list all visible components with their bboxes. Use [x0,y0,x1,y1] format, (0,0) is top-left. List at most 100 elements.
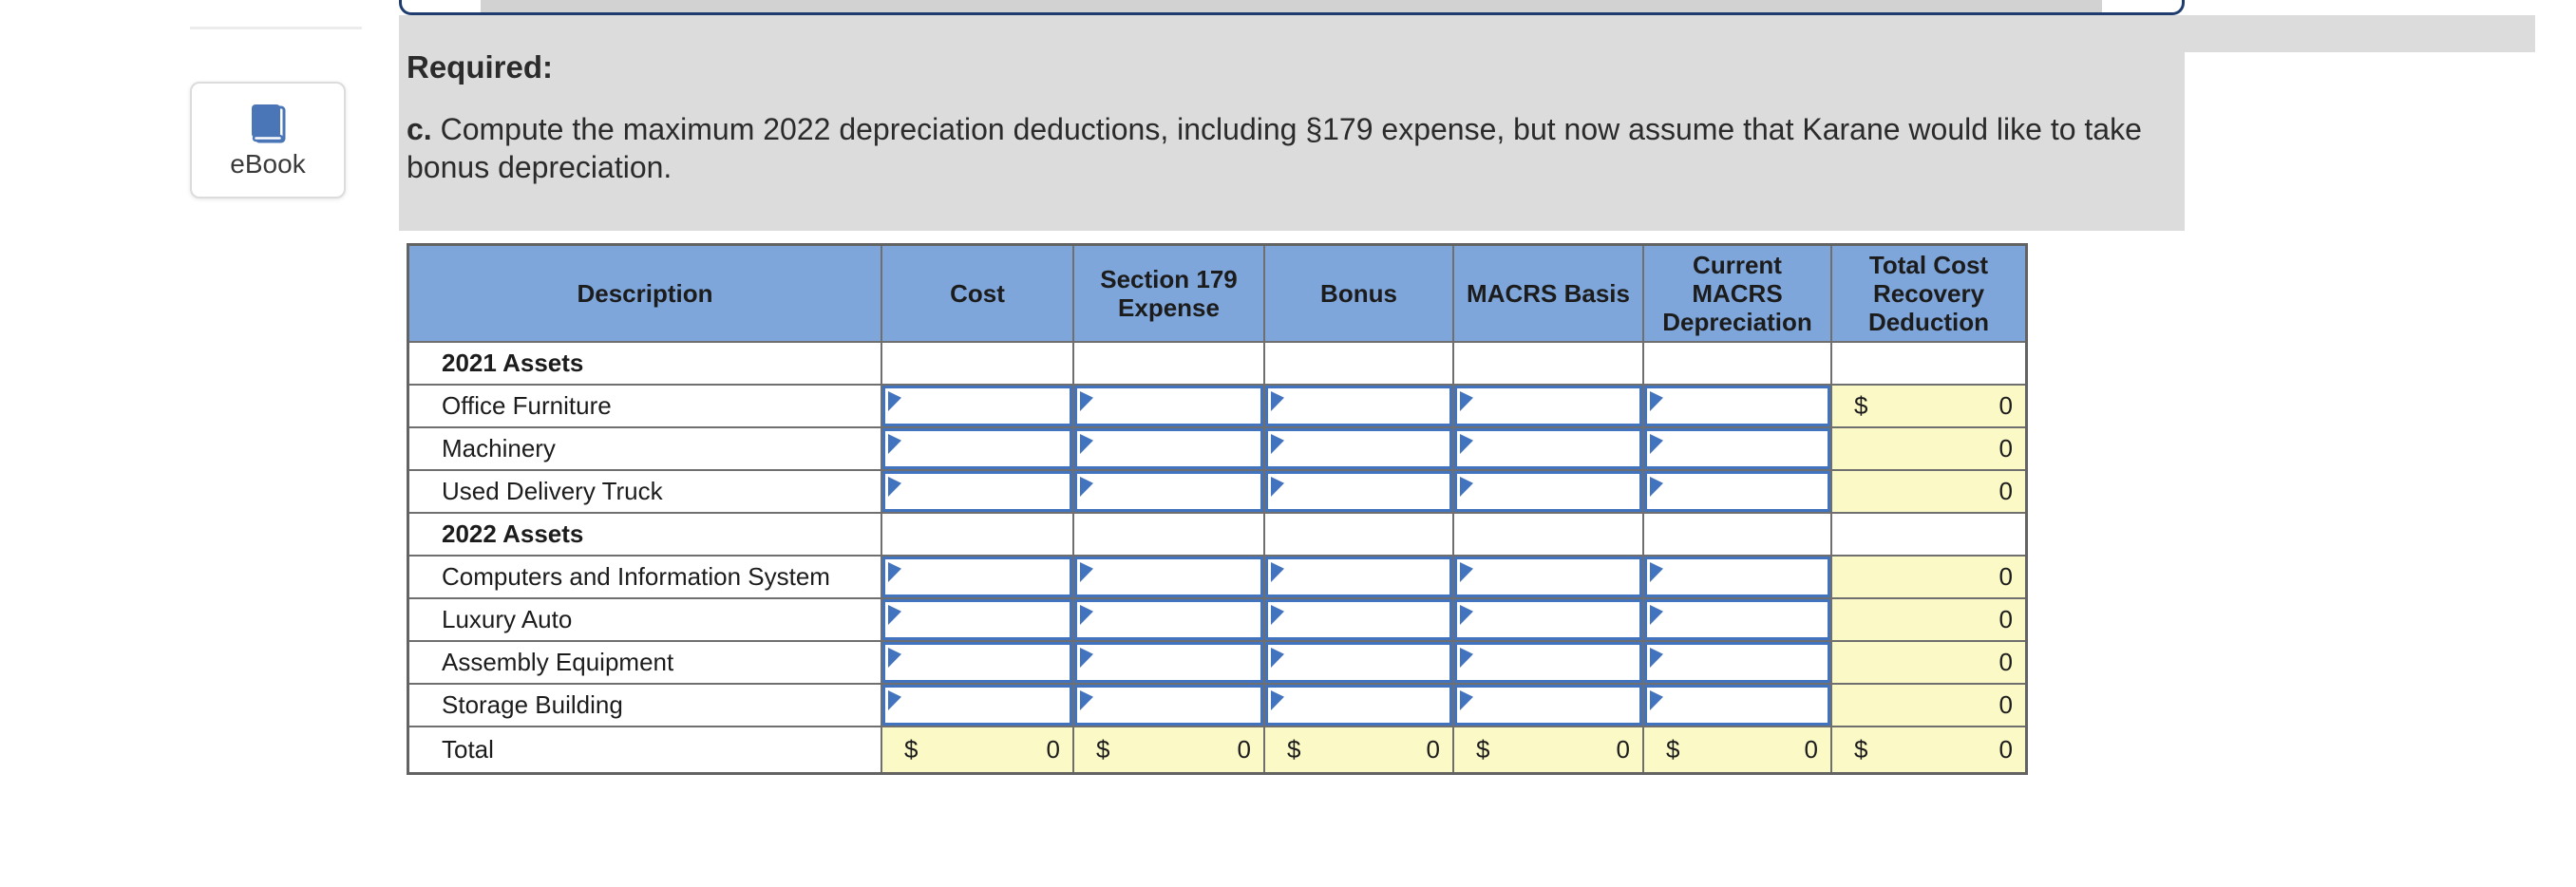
input-box[interactable] [1644,557,1830,597]
total-row-cell: $0 [1644,727,1832,772]
answer-input-cell[interactable] [1265,428,1454,471]
input-box[interactable] [1074,471,1263,512]
input-box[interactable] [1644,386,1830,426]
ebook-button[interactable]: eBook [190,82,346,198]
column-header: MACRS Basis [1454,246,1644,343]
computed-value: 0 [1998,434,2013,462]
answer-input-cell[interactable] [1644,557,1832,599]
answer-input-cell[interactable] [1454,386,1644,428]
input-box[interactable] [1074,599,1263,640]
cell-flag-icon [1271,605,1284,625]
instruction-text: c. Compute the maximum 2022 depreciation… [407,110,2177,186]
input-box[interactable] [1265,386,1452,426]
cell-flag-icon [888,391,901,411]
input-box[interactable] [1644,471,1830,512]
input-box[interactable] [1454,557,1642,597]
part-label: c. [407,112,432,146]
answer-input-cell[interactable] [1644,642,1832,685]
total-recovery-cell: $0 [1832,386,2025,428]
input-box[interactable] [1454,428,1642,469]
content-panel-bottom-edge [399,0,2185,15]
input-box[interactable] [1265,471,1452,512]
input-box[interactable] [1265,599,1452,640]
input-box[interactable] [882,557,1072,597]
input-box[interactable] [1265,685,1452,726]
answer-input-cell[interactable] [1454,471,1644,514]
empty-cell [1265,343,1454,386]
answer-input-cell[interactable] [1074,386,1265,428]
answer-input-cell[interactable] [1265,557,1454,599]
cell-flag-icon [1271,434,1284,454]
answer-input-cell[interactable] [1265,599,1454,642]
input-box[interactable] [1265,557,1452,597]
answer-input-cell[interactable] [1644,471,1832,514]
answer-input-cell[interactable] [1074,428,1265,471]
input-box[interactable] [1644,428,1830,469]
answer-input-cell[interactable] [1454,642,1644,685]
input-box[interactable] [882,428,1072,469]
cell-flag-icon [1650,477,1663,497]
answer-input-cell[interactable] [1454,428,1644,471]
input-box[interactable] [1454,685,1642,726]
answer-input-cell[interactable] [1454,557,1644,599]
answer-input-cell[interactable] [882,685,1074,727]
answer-input-cell[interactable] [1644,428,1832,471]
input-box[interactable] [882,386,1072,426]
input-box[interactable] [1644,642,1830,683]
computed-value: 0 [1426,735,1440,764]
answer-input-cell[interactable] [1265,386,1454,428]
answer-input-cell[interactable] [882,599,1074,642]
empty-cell [1074,514,1265,557]
input-box[interactable] [1074,685,1263,726]
input-box[interactable] [1454,471,1642,512]
answer-input-cell[interactable] [1265,685,1454,727]
input-box[interactable] [882,599,1072,640]
input-box[interactable] [1454,386,1642,426]
ebook-label: eBook [230,148,306,179]
empty-cell [1265,514,1454,557]
cell-flag-icon [1650,434,1663,454]
instructions-panel: Required: c. Compute the maximum 2022 de… [399,15,2185,231]
currency-symbol: $ [1476,735,1490,764]
answer-input-cell[interactable] [1454,685,1644,727]
answer-input-cell[interactable] [1074,642,1265,685]
column-header: Section 179 Expense [1074,246,1265,343]
input-box[interactable] [1454,642,1642,683]
input-box[interactable] [1265,428,1452,469]
answer-input-cell[interactable] [1074,557,1265,599]
input-box[interactable] [882,471,1072,512]
input-box[interactable] [1074,386,1263,426]
answer-input-cell[interactable] [882,386,1074,428]
input-box[interactable] [1074,557,1263,597]
input-box[interactable] [1265,642,1452,683]
answer-input-cell[interactable] [1265,642,1454,685]
row-label-asset: Computers and Information System [409,557,882,599]
input-box[interactable] [882,685,1072,726]
horizontal-scrollbar-thumb[interactable] [481,0,2102,12]
total-row-cell: $0 [1454,727,1644,772]
answer-input-cell[interactable] [882,428,1074,471]
answer-input-cell[interactable] [1265,471,1454,514]
input-box[interactable] [1074,428,1263,469]
answer-input-cell[interactable] [1644,386,1832,428]
answer-input-cell[interactable] [882,471,1074,514]
input-box[interactable] [1454,599,1642,640]
answer-input-cell[interactable] [1074,685,1265,727]
answer-input-cell[interactable] [1454,599,1644,642]
input-box[interactable] [1074,642,1263,683]
input-box[interactable] [1644,599,1830,640]
answer-input-cell[interactable] [1644,599,1832,642]
total-recovery-cell: 0 [1832,685,2025,727]
cell-flag-icon [1460,434,1473,454]
input-box[interactable] [882,642,1072,683]
answer-input-cell[interactable] [1074,471,1265,514]
answer-input-cell[interactable] [882,557,1074,599]
input-box[interactable] [1644,685,1830,726]
row-label-asset: Office Furniture [409,386,882,428]
answer-input-cell[interactable] [882,642,1074,685]
total-row-cell: $0 [1074,727,1265,772]
answer-input-cell[interactable] [1644,685,1832,727]
computed-value: 0 [1998,562,2013,591]
answer-input-cell[interactable] [1074,599,1265,642]
